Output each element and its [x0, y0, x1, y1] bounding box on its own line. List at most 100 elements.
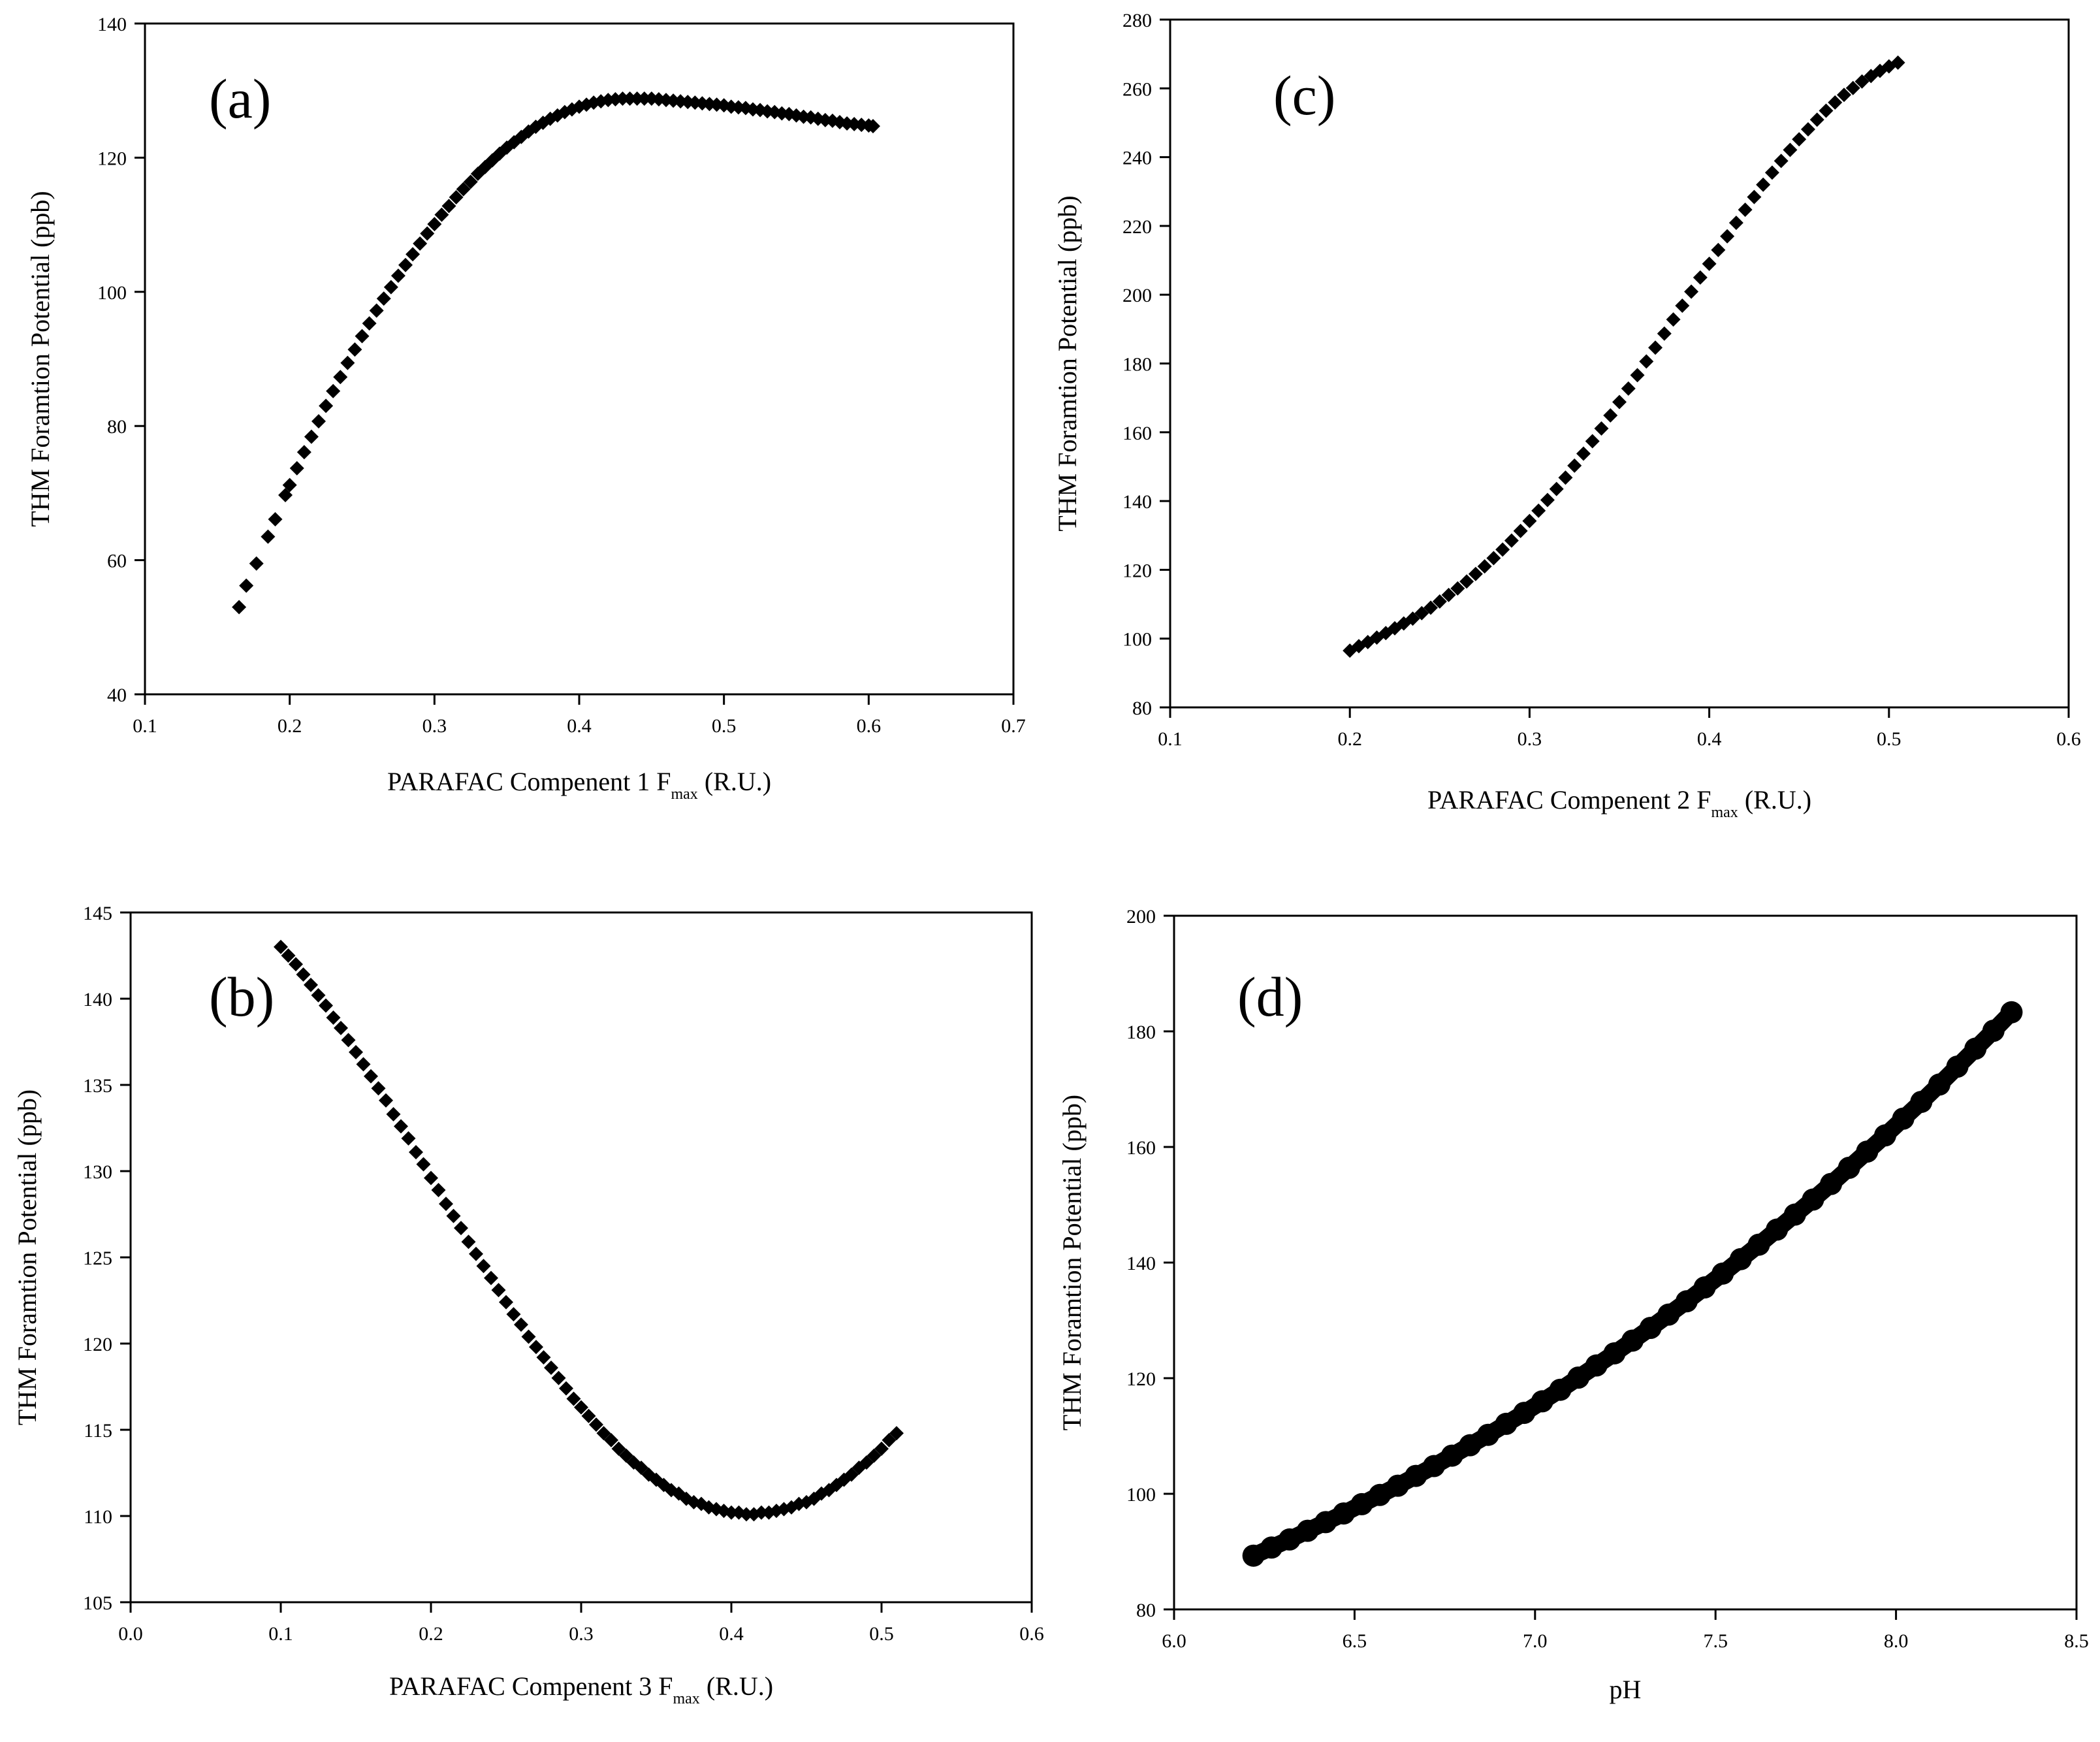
- data-point: [289, 957, 303, 972]
- y-tick-label: 120: [1122, 560, 1152, 581]
- data-point: [1702, 256, 1717, 271]
- data-point: [544, 1360, 558, 1375]
- data-point: [356, 1057, 371, 1072]
- panel-label: (d): [1237, 965, 1303, 1028]
- data-point: [1764, 165, 1779, 180]
- x-tick-label: 0.0: [118, 1623, 143, 1645]
- y-tick-label: 125: [83, 1248, 112, 1269]
- x-tick-label: 0.1: [268, 1623, 293, 1645]
- data-point: [1819, 103, 1834, 118]
- y-axis-label: THM Foramtion Potential (ppb): [1053, 195, 1082, 531]
- data-point: [1540, 492, 1555, 508]
- data-point: [413, 236, 428, 251]
- y-tick-label: 120: [1126, 1368, 1156, 1390]
- y-tick-label: 120: [83, 1334, 112, 1355]
- data-point: [615, 91, 630, 106]
- data-point: [1809, 112, 1824, 127]
- data-point: [589, 1417, 603, 1432]
- x-tick-label: 0.3: [1518, 728, 1542, 750]
- data-point: [1792, 132, 1807, 147]
- data-point: [261, 529, 276, 544]
- x-tick-label: 0.6: [857, 715, 882, 737]
- data-point: [1854, 74, 1869, 89]
- data-point: [491, 1283, 506, 1298]
- y-tick-label: 100: [97, 282, 127, 304]
- data-point: [1477, 559, 1492, 574]
- y-tick-label: 135: [83, 1075, 112, 1097]
- x-tick-label: 0.1: [133, 715, 157, 737]
- x-tick-label: 0.5: [712, 715, 737, 737]
- data-point: [439, 1197, 453, 1212]
- chart-panel-b: 0.0 0.1 0.2 0.3 0.4 0.5 0.6 105 110 115 120 125 130 1…: [12, 903, 1044, 1707]
- data-point: [319, 998, 333, 1013]
- y-tick-label: 100: [1126, 1484, 1156, 1506]
- data-point: [409, 1144, 423, 1159]
- y-tick-label: 220: [1122, 216, 1152, 238]
- data-point: [1414, 605, 1429, 621]
- data-point: [1828, 95, 1843, 110]
- data-point: [401, 1131, 416, 1146]
- data-point: [1424, 600, 1439, 615]
- data-point: [416, 1157, 431, 1172]
- x-tick-label: 0.6: [1019, 1623, 1044, 1645]
- data-point: [604, 1432, 618, 1447]
- data-point: [476, 1259, 491, 1274]
- data-point: [1675, 298, 1690, 314]
- x-tick-label: 6.0: [1162, 1630, 1186, 1652]
- data-point: [1432, 594, 1447, 609]
- data-point: [376, 291, 391, 306]
- data-point: [333, 370, 348, 385]
- data-point: [304, 977, 318, 992]
- x-tick-label: 0.4: [1697, 728, 1722, 750]
- data-point: [529, 1340, 543, 1355]
- data-point: [1720, 229, 1735, 244]
- data-point: [449, 189, 464, 204]
- data-point: [311, 414, 326, 429]
- data-point: [1486, 551, 1501, 566]
- y-tick-label: 160: [1126, 1137, 1156, 1159]
- data-point: [341, 1033, 356, 1048]
- data-point: [1405, 611, 1420, 626]
- data-point: [611, 1442, 626, 1457]
- data-point: [1747, 189, 1762, 204]
- y-tick-label: 80: [1136, 1600, 1156, 1621]
- y-tick-label: 200: [1122, 285, 1152, 306]
- data-point: [1711, 242, 1726, 257]
- data-point: [1585, 434, 1600, 449]
- data-point: [326, 383, 341, 398]
- data-point: [622, 91, 637, 106]
- x-tick-label: 0.5: [1877, 728, 1901, 750]
- data-point: [278, 487, 293, 502]
- data-point: [319, 398, 334, 413]
- y-tick-label: 160: [1122, 423, 1152, 444]
- data-point: [1738, 202, 1753, 218]
- data-point: [1693, 270, 1708, 285]
- series-line: [1245, 1003, 2020, 1564]
- chart-panel-d: 6.0 6.5 7.0 7.5 8.0 8.5 80 100 120 140 160 180 200 pH…: [1057, 906, 2089, 1704]
- y-tick-label: 100: [1122, 629, 1152, 651]
- data-point: [1603, 408, 1618, 423]
- data-point: [1783, 142, 1798, 157]
- data-point: [289, 460, 304, 476]
- data-point: [724, 1505, 739, 1520]
- x-axis-label: pH: [1610, 1675, 1642, 1704]
- x-tick-label: 0.6: [2056, 728, 2081, 750]
- y-axis-label: THM Foramtion Potential (ppb): [1057, 1095, 1087, 1430]
- data-point: [867, 1448, 882, 1463]
- x-axis-label: PARAFAC Compenent 3 Fmax (R.U.): [389, 1671, 773, 1707]
- data-point: [1639, 354, 1654, 369]
- data-point: [634, 1460, 648, 1476]
- data-point: [461, 1234, 476, 1250]
- data-point: [268, 511, 283, 526]
- data-point: [281, 948, 296, 963]
- y-tick-label: 110: [84, 1506, 112, 1528]
- y-tick-label: 115: [84, 1420, 112, 1442]
- data-point: [521, 1329, 536, 1344]
- y-tick-label: 145: [83, 903, 112, 924]
- data-point: [551, 1370, 566, 1385]
- x-tick-label: 0.1: [1158, 728, 1183, 750]
- data-point: [637, 91, 652, 106]
- data-point: [882, 1432, 897, 1447]
- data-point: [441, 199, 456, 214]
